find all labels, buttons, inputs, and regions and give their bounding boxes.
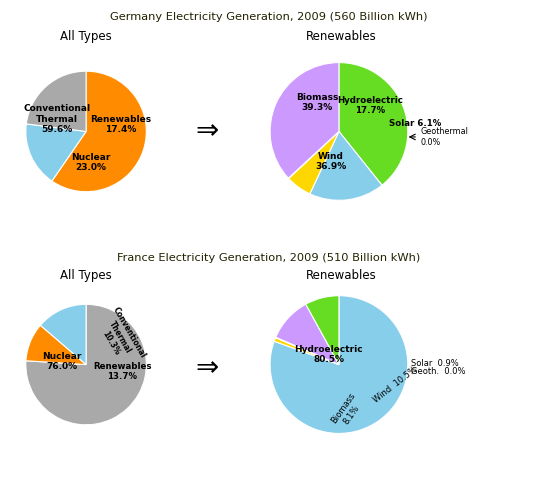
Text: Hydroelectric
17.7%: Hydroelectric 17.7% [337,96,403,115]
Text: Solar 6.1%: Solar 6.1% [388,119,441,127]
Wedge shape [306,296,339,365]
Wedge shape [270,296,408,434]
Text: Conventional
Thermal
59.6%: Conventional Thermal 59.6% [24,105,91,134]
Text: Renewables: Renewables [306,30,377,43]
Text: Wind  10.5%: Wind 10.5% [372,366,419,405]
Wedge shape [274,338,339,365]
Wedge shape [276,304,339,365]
Text: All Types: All Types [60,269,112,282]
Text: Solar  0.9%: Solar 0.9% [411,359,459,368]
Text: Wind
36.9%: Wind 36.9% [315,152,346,172]
Text: All Types: All Types [60,30,112,43]
Text: Renewables
13.7%: Renewables 13.7% [93,362,152,381]
Text: Biomass
8.1%: Biomass 8.1% [329,391,365,432]
Wedge shape [26,305,146,425]
Text: Nuclear
76.0%: Nuclear 76.0% [43,352,82,371]
Text: ⇒: ⇒ [195,118,219,145]
Text: Geoth.  0.0%: Geoth. 0.0% [411,367,466,376]
Wedge shape [275,337,339,365]
Wedge shape [270,62,339,178]
Text: Germany Electricity Generation, 2009 (560 Billion kWh): Germany Electricity Generation, 2009 (56… [110,12,428,22]
Text: Hydroelectric
80.5%: Hydroelectric 80.5% [294,345,363,364]
Text: Renewables
17.4%: Renewables 17.4% [90,115,152,134]
Wedge shape [339,62,408,185]
Wedge shape [52,71,146,191]
Wedge shape [40,305,86,365]
Text: Renewables: Renewables [306,269,377,282]
Text: Geothermal
0.0%: Geothermal 0.0% [420,127,468,147]
Wedge shape [310,131,382,200]
Wedge shape [288,131,339,179]
Text: Biomass
39.3%: Biomass 39.3% [296,93,338,112]
Wedge shape [26,124,86,181]
Text: France Electricity Generation, 2009 (510 Billion kWh): France Electricity Generation, 2009 (510… [117,253,421,263]
Wedge shape [26,325,86,365]
Text: Nuclear
23.0%: Nuclear 23.0% [71,153,111,173]
Text: ⇒: ⇒ [195,354,219,382]
Text: Conventional
Thermal
10.3%: Conventional Thermal 10.3% [93,305,147,370]
Wedge shape [288,131,339,194]
Wedge shape [26,71,86,131]
